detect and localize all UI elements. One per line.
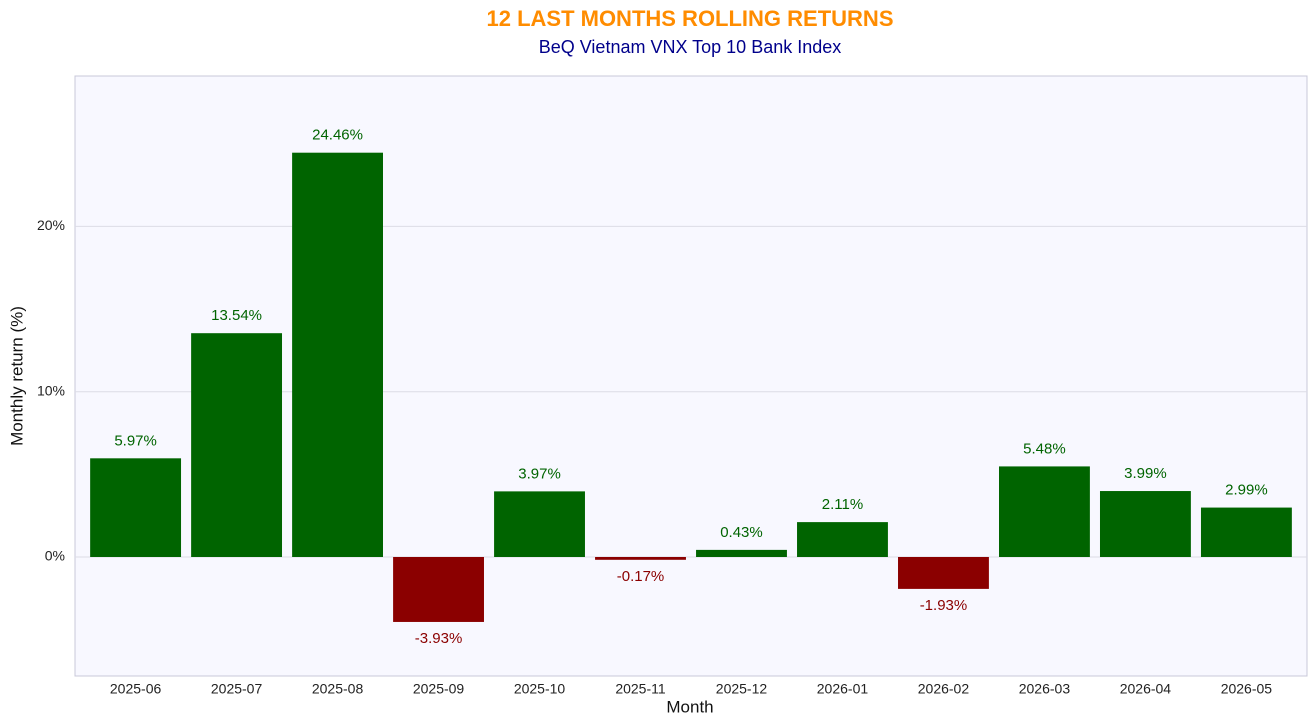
x-tick-label: 2025-10 [514,681,566,697]
bar [292,152,383,557]
x-axis-label: Month [666,697,713,716]
bar [797,522,888,557]
value-label: 5.48% [1023,440,1066,457]
x-tick-label: 2026-03 [1019,681,1071,697]
value-label: 2.99% [1225,482,1268,499]
y-tick-label: 0% [45,548,65,564]
y-axis-label: Monthly return (%) [7,306,26,446]
x-tick-label: 2025-08 [312,681,364,697]
x-tick-label: 2025-06 [110,681,162,697]
y-tick-label: 20% [37,217,65,233]
bar [696,549,787,557]
bar [1200,507,1292,557]
x-tick-label: 2025-12 [716,681,768,697]
x-tick-label: 2026-04 [1120,681,1172,697]
value-label: 3.99% [1124,465,1167,482]
bar [494,491,585,557]
chart-subtitle: BeQ Vietnam VNX Top 10 Bank Index [539,37,842,57]
value-label: -3.93% [415,630,463,647]
bar [999,466,1090,557]
bar [595,556,686,560]
bar [1099,491,1191,557]
x-tick-label: 2025-09 [413,681,465,697]
bar [898,556,989,589]
value-label: -1.93% [920,597,968,614]
value-label: -0.17% [617,568,665,585]
x-tick-label: 2025-11 [615,681,666,697]
x-tick-label: 2026-05 [1221,681,1273,697]
x-tick-label: 2026-01 [817,681,869,697]
value-label: 3.97% [518,465,561,482]
value-label: 0.43% [720,524,763,541]
value-label: 2.11% [822,496,863,513]
bar [393,556,484,622]
x-tick-label: 2025-07 [211,681,263,697]
x-tick-label: 2026-02 [918,681,970,697]
bar [90,458,182,557]
value-label: 24.46% [312,127,363,144]
chart-title: 12 LAST MONTHS ROLLING RETURNS [486,6,893,31]
value-label: 13.54% [211,307,262,324]
y-tick-label: 10% [37,382,65,398]
value-label: 5.97% [114,432,157,449]
bar [191,333,283,557]
